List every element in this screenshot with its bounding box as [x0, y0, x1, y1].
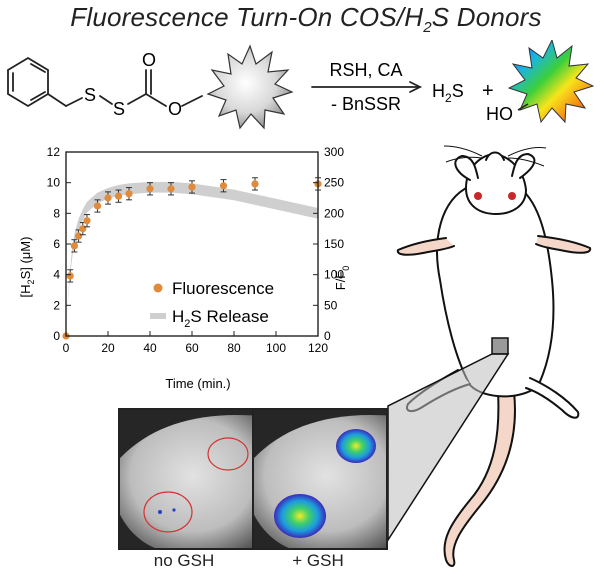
y-right-tick-label: 100 [324, 268, 344, 282]
atom-o-carbonyl: O [142, 50, 156, 70]
y-left-tick-label: 6 [53, 237, 60, 251]
x-tick-label: 120 [308, 341, 328, 355]
y-left-tick-label: 2 [53, 298, 60, 312]
rat-ear-left [454, 155, 479, 181]
product-h2s: H2S [432, 81, 464, 105]
legend: Fluorescence H2S Release [150, 279, 274, 330]
plus-sign: + [482, 80, 494, 102]
fluorescence-point [66, 272, 74, 280]
y-right-tick-label: 150 [324, 237, 344, 251]
roi-circle-bottom [143, 491, 193, 533]
y-left-tick-label: 0 [53, 329, 60, 343]
legend-fluorescence-label: Fluorescence [172, 279, 274, 298]
y-axis-right-label-text: F/F0 [333, 266, 350, 291]
rat-nose [485, 151, 505, 161]
y-right-tick-label: 300 [324, 145, 344, 159]
atom-o-ester: O [168, 99, 182, 119]
fluorescence-point [125, 190, 133, 198]
h2s-release-chart: 0 20 40 60 80 100 1200246810120501001502002503… [18, 145, 350, 391]
rat-illustration [396, 145, 592, 567]
fluorescence-point [93, 202, 102, 210]
rat-forelimb-right [535, 235, 592, 254]
y-left-tick-label: 12 [47, 145, 61, 159]
y-right-tick-label: 50 [324, 298, 338, 312]
fluorescence-point [104, 194, 112, 202]
x-tick-label: 0 [63, 341, 70, 355]
legend-fluorescence-marker [153, 283, 163, 293]
image-panel-plus-gsh [252, 408, 388, 550]
y-right-tick-label: 0 [324, 329, 331, 343]
x-tick-label: 20 [101, 341, 115, 355]
atom-s1: S [84, 85, 96, 105]
x-tick-label: 80 [227, 341, 241, 355]
y-left-tick-label: 4 [53, 268, 60, 282]
y-left-tick-label: 10 [47, 176, 61, 190]
fluorescence-point [188, 183, 196, 191]
image-label-no-gsh: no GSH [153, 551, 215, 570]
fluorescence-point [83, 217, 91, 225]
fluorophore-rainbow-star [507, 40, 595, 124]
fluorescence-point [167, 185, 175, 193]
fluorescence-point [114, 192, 123, 200]
rat-eye-right [508, 192, 516, 200]
fluorescence-point [70, 242, 78, 250]
y-left-tick-label: 8 [53, 206, 60, 220]
image-panel-no-gsh [118, 408, 254, 550]
image-label-plus-gsh: + GSH [292, 551, 344, 570]
fluorescence-hotspot-bottom [274, 494, 326, 538]
benzene-ring [7, 56, 49, 108]
y-right-tick-label: 250 [324, 176, 344, 190]
reaction-scheme: S S O O RSH, CA - BnSSR H2S + HO [7, 40, 595, 130]
rat-whisker [443, 145, 483, 157]
x-tick-label: 100 [266, 341, 286, 355]
fluorescence-point [251, 180, 259, 188]
x-tick-label: 40 [143, 341, 157, 355]
product-ho: HO [486, 104, 513, 124]
roi-circle-top [207, 437, 249, 471]
byproduct-label: - BnSSR [331, 94, 401, 114]
x-axis-label: Time (min.) [165, 376, 230, 391]
legend-release-label: H2S Release [172, 307, 269, 330]
rat-tail [443, 391, 516, 567]
rat-eye-left [474, 192, 482, 200]
rat-hindlimb-right [525, 377, 580, 419]
fluorescence-point [146, 185, 154, 193]
caged-fluorophore-star [206, 44, 294, 130]
page-title: Fluorescence Turn-On COS/H2S Donors [70, 2, 542, 37]
rat-ear-right [511, 153, 536, 179]
atom-s2: S [113, 99, 125, 119]
fluorescence-hotspot-top [336, 429, 376, 463]
fluorescence-point [219, 182, 228, 190]
y-right-tick-label: 200 [324, 206, 344, 220]
y-axis-left-label: [H2S] (μM) [18, 237, 36, 298]
reagents-label: RSH, CA [329, 60, 402, 80]
fluorescence-point [75, 232, 83, 240]
rat-forelimb-left [396, 237, 455, 256]
x-tick-label: 60 [185, 341, 199, 355]
